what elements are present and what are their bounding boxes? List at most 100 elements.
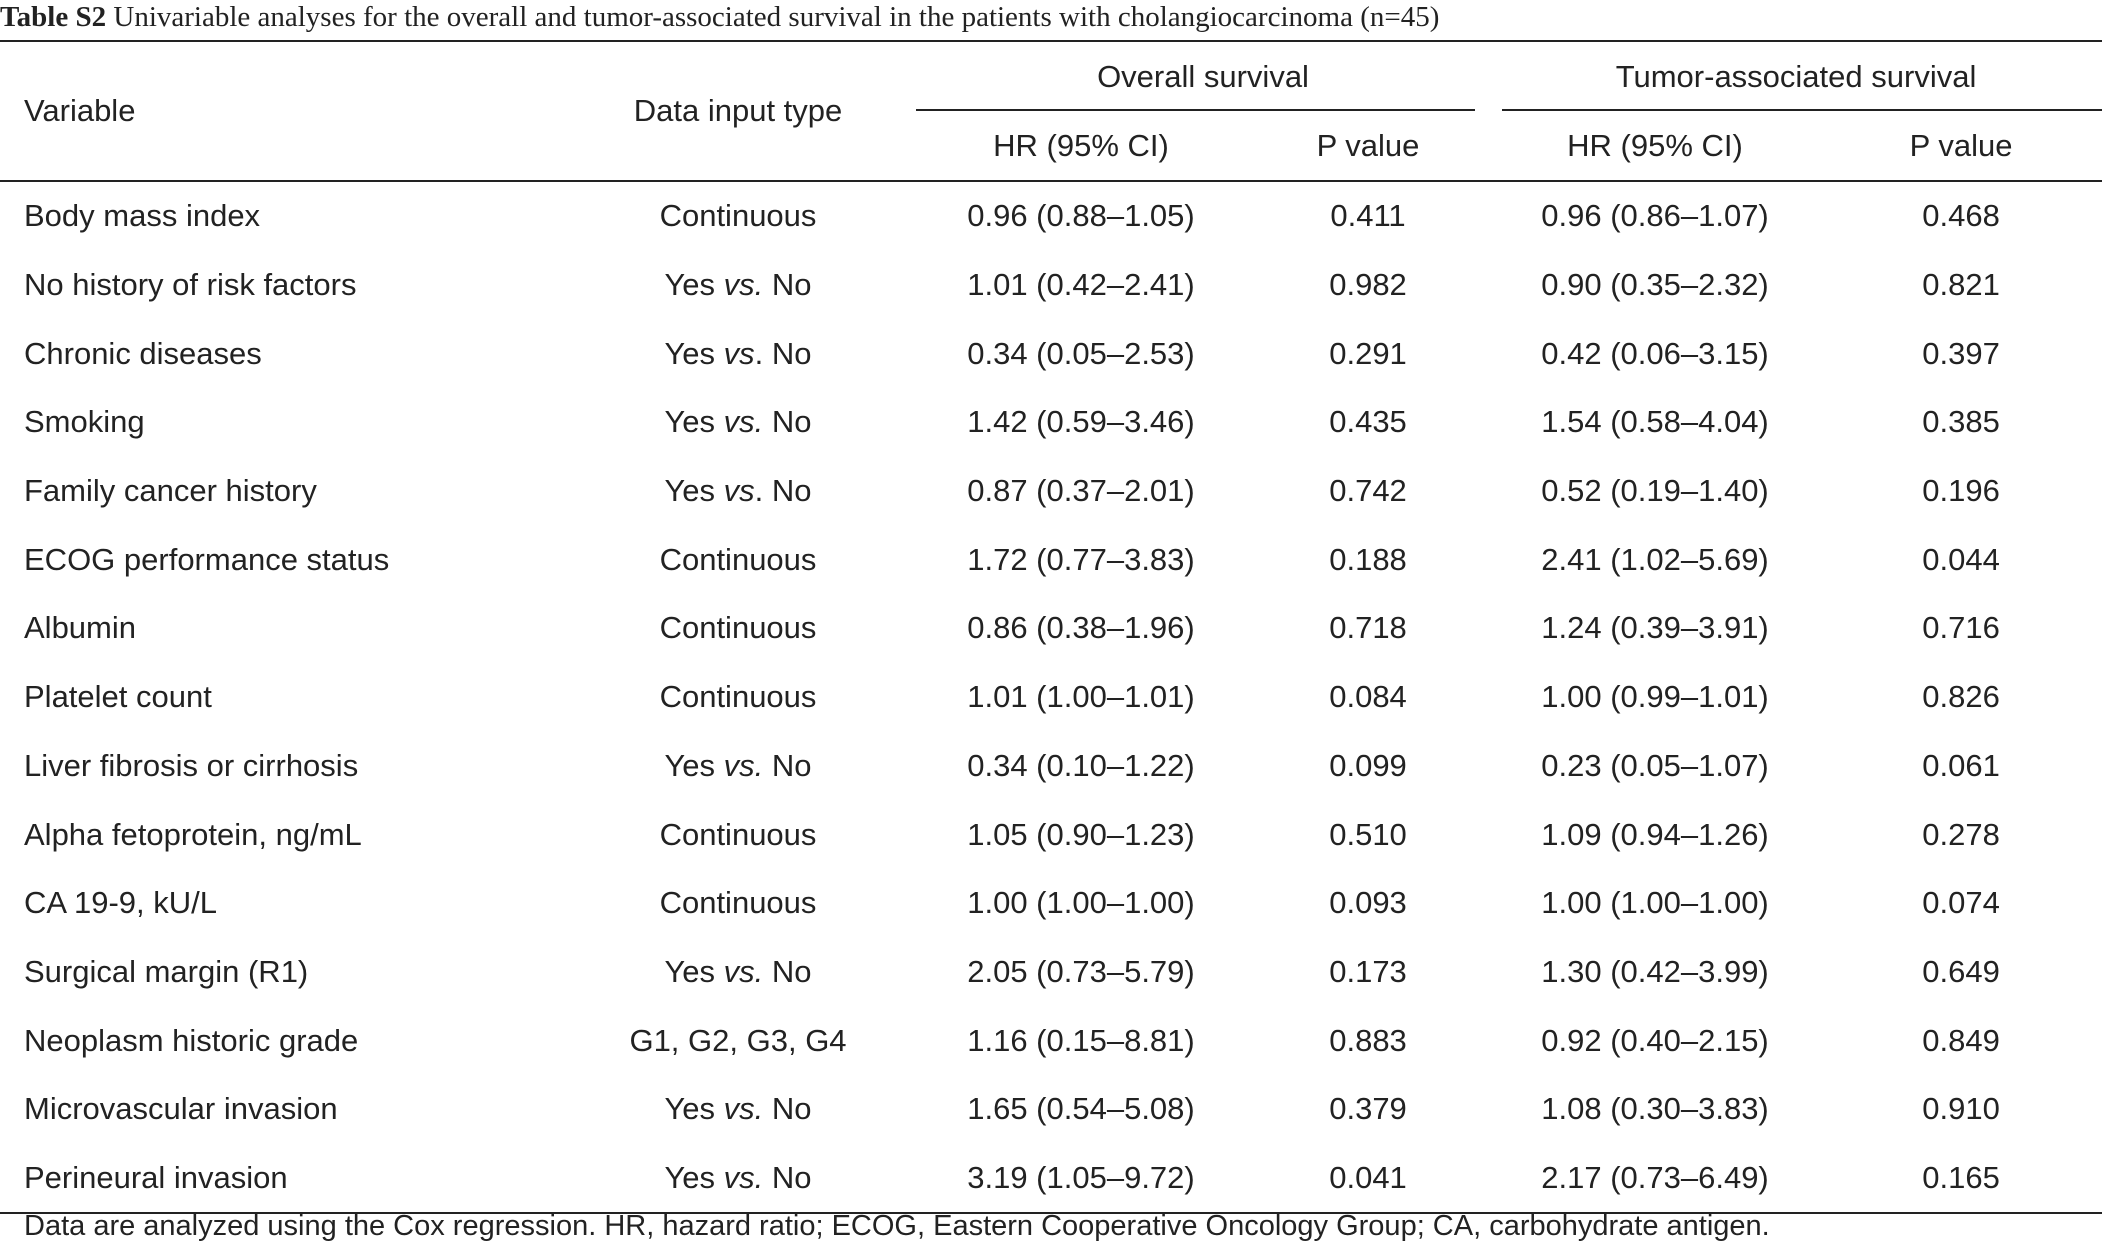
cell-os-p: 0.093 bbox=[1329, 885, 1407, 921]
cell-type-vs: vs. bbox=[723, 1091, 764, 1127]
cell-variable: Chronic diseases bbox=[24, 335, 262, 371]
cell-ts-p: 0.278 bbox=[1922, 816, 2000, 852]
header-ts-p: P value bbox=[1909, 127, 2013, 163]
cell-os-hr: 1.00 (1.00–1.00) bbox=[967, 885, 1195, 921]
cell-type-vs: vs. bbox=[723, 267, 764, 303]
cell-os-p: 0.099 bbox=[1329, 747, 1407, 783]
cell-os-hr: 3.19 (1.05–9.72) bbox=[967, 1159, 1195, 1195]
table-row: Perineural invasion Yes vs. No 3.19 (1.05–… bbox=[0, 1144, 2102, 1214]
cell-data-input-type: G1, G2, G3, G4 bbox=[560, 1006, 916, 1075]
cell-data-input-type: Continuous bbox=[560, 663, 916, 732]
cell-type-vs: vs bbox=[723, 335, 755, 371]
cell-os-hr: 0.96 (0.88–1.05) bbox=[967, 198, 1195, 234]
cell-variable: Neoplasm historic grade bbox=[24, 1022, 359, 1058]
cell-os-p: 0.411 bbox=[1330, 198, 1406, 234]
cell-type-b: No bbox=[763, 953, 812, 989]
cell-variable: Alpha fetoprotein, ng/mL bbox=[24, 816, 362, 852]
cell-type-vs: vs. bbox=[723, 404, 764, 440]
cell-data-input-type: Yes vs. No bbox=[560, 938, 916, 1007]
cell-type-a: G1, G2, G3, G4 bbox=[629, 1022, 847, 1058]
cell-os-hr: 1.42 (0.59–3.46) bbox=[967, 404, 1195, 440]
table-row: Neoplasm historic grade G1, G2, G3, G4 1.1… bbox=[0, 1006, 2102, 1075]
cell-variable: Albumin bbox=[24, 610, 136, 646]
header-os-hr: HR (95% CI) bbox=[993, 127, 1169, 163]
header-overall-survival: Overall survival bbox=[916, 41, 1490, 111]
cell-ts-hr: 1.08 (0.30–3.83) bbox=[1541, 1091, 1769, 1127]
table-row: Body mass index Continuous 0.96 (0.88–1.05… bbox=[0, 181, 2102, 251]
cell-type-a: Continuous bbox=[659, 610, 817, 646]
table-row: Albumin Continuous 0.86 (0.38–1.96) 0.718 1.… bbox=[0, 594, 2102, 663]
cell-type-b: No bbox=[763, 1091, 812, 1127]
results-table: Variable Data input type Overall surviva… bbox=[0, 40, 2102, 1214]
table-row: CA 19-9, kU/L Continuous 1.00 (1.00–1.00) 0… bbox=[0, 869, 2102, 938]
table-row: Chronic diseases Yes vs. No 0.34 (0.05–2.5… bbox=[0, 319, 2102, 388]
cell-type-b: No bbox=[763, 404, 812, 440]
cell-type-b: No bbox=[763, 1159, 812, 1195]
cell-ts-p: 0.826 bbox=[1922, 679, 2000, 715]
cell-os-p: 0.883 bbox=[1329, 1022, 1407, 1058]
cell-variable: Family cancer history bbox=[24, 473, 317, 509]
cell-type-a: Yes bbox=[664, 404, 724, 440]
cell-variable: Smoking bbox=[24, 404, 145, 440]
cell-os-hr: 1.16 (0.15–8.81) bbox=[967, 1022, 1195, 1058]
cell-type-b: . No bbox=[754, 335, 812, 371]
header-tumor-survival-label: Tumor-associated survival bbox=[1615, 58, 1977, 94]
cell-type-a: Yes bbox=[664, 335, 724, 371]
cell-ts-hr: 0.23 (0.05–1.07) bbox=[1541, 747, 1769, 783]
cell-os-p: 0.510 bbox=[1329, 816, 1407, 852]
cell-type-a: Yes bbox=[664, 1159, 724, 1195]
cell-os-p: 0.041 bbox=[1329, 1159, 1407, 1195]
table-footnote: Data are analyzed using the Cox regressi… bbox=[24, 1210, 1770, 1242]
cell-data-input-type: Continuous bbox=[560, 869, 916, 938]
cell-os-p: 0.173 bbox=[1329, 953, 1407, 989]
cell-os-hr: 1.72 (0.77–3.83) bbox=[967, 541, 1195, 577]
cell-ts-p: 0.074 bbox=[1922, 885, 2000, 921]
cell-data-input-type: Continuous bbox=[560, 594, 916, 663]
cell-type-vs: vs. bbox=[723, 1159, 764, 1195]
cell-os-p: 0.435 bbox=[1329, 404, 1407, 440]
cell-ts-hr: 1.24 (0.39–3.91) bbox=[1541, 610, 1769, 646]
cell-ts-p: 0.385 bbox=[1922, 404, 2000, 440]
table-caption-text: Univariable analyses for the overall and… bbox=[106, 1, 1440, 33]
cell-ts-hr: 1.00 (1.00–1.00) bbox=[1541, 885, 1769, 921]
cell-ts-hr: 1.09 (0.94–1.26) bbox=[1541, 816, 1769, 852]
cell-ts-p: 0.716 bbox=[1922, 610, 2000, 646]
cell-variable: Body mass index bbox=[24, 198, 261, 234]
cell-os-hr: 1.01 (1.00–1.01) bbox=[967, 679, 1195, 715]
table-row: Microvascular invasion Yes vs. No 1.65 (0.… bbox=[0, 1075, 2102, 1144]
cell-ts-hr: 0.92 (0.40–2.15) bbox=[1541, 1022, 1769, 1058]
cell-type-b: . No bbox=[754, 473, 812, 509]
cell-os-p: 0.084 bbox=[1329, 679, 1407, 715]
cell-ts-hr: 2.41 (1.02–5.69) bbox=[1541, 541, 1769, 577]
cell-data-input-type: Continuous bbox=[560, 800, 916, 869]
cell-ts-p: 0.044 bbox=[1922, 541, 2000, 577]
cell-data-input-type: Continuous bbox=[560, 525, 916, 594]
cell-data-input-type: Yes vs. No bbox=[560, 251, 916, 320]
cell-os-p: 0.188 bbox=[1329, 541, 1407, 577]
cell-ts-hr: 1.30 (0.42–3.99) bbox=[1541, 953, 1769, 989]
header-tumor-survival: Tumor-associated survival bbox=[1490, 41, 2102, 111]
header-data-input-type: Data input type bbox=[560, 41, 916, 182]
cell-data-input-type: Yes vs. No bbox=[560, 1075, 916, 1144]
table-row: Family cancer history Yes vs. No 0.87 (0.3… bbox=[0, 457, 2102, 526]
cell-ts-hr: 0.96 (0.86–1.07) bbox=[1541, 198, 1769, 234]
cell-variable: Surgical margin (R1) bbox=[24, 953, 309, 989]
cell-type-a: Continuous bbox=[659, 198, 817, 234]
table-row: ECOG performance status Continuous 1.72 (0… bbox=[0, 525, 2102, 594]
cell-ts-p: 0.061 bbox=[1922, 747, 2000, 783]
cell-ts-hr: 0.90 (0.35–2.32) bbox=[1541, 267, 1769, 303]
header-ts-hr: HR (95% CI) bbox=[1567, 127, 1743, 163]
cell-data-input-type: Yes vs. No bbox=[560, 732, 916, 801]
table-row: Liver fibrosis or cirrhosis Yes vs. No 0.3… bbox=[0, 732, 2102, 801]
table-row: Platelet count Continuous 1.01 (1.00–1.01)… bbox=[0, 663, 2102, 732]
header-overall-survival-label: Overall survival bbox=[1097, 58, 1309, 94]
cell-ts-p: 0.196 bbox=[1922, 473, 2000, 509]
table-row: No history of risk factors Yes vs. No 1.01… bbox=[0, 251, 2102, 320]
cell-ts-hr: 1.00 (0.99–1.01) bbox=[1541, 679, 1769, 715]
cell-os-p: 0.982 bbox=[1329, 267, 1407, 303]
cell-os-hr: 1.65 (0.54–5.08) bbox=[967, 1091, 1195, 1127]
cell-os-p: 0.291 bbox=[1329, 335, 1407, 371]
cell-type-a: Continuous bbox=[659, 816, 817, 852]
cell-os-hr: 0.34 (0.10–1.22) bbox=[967, 747, 1195, 783]
